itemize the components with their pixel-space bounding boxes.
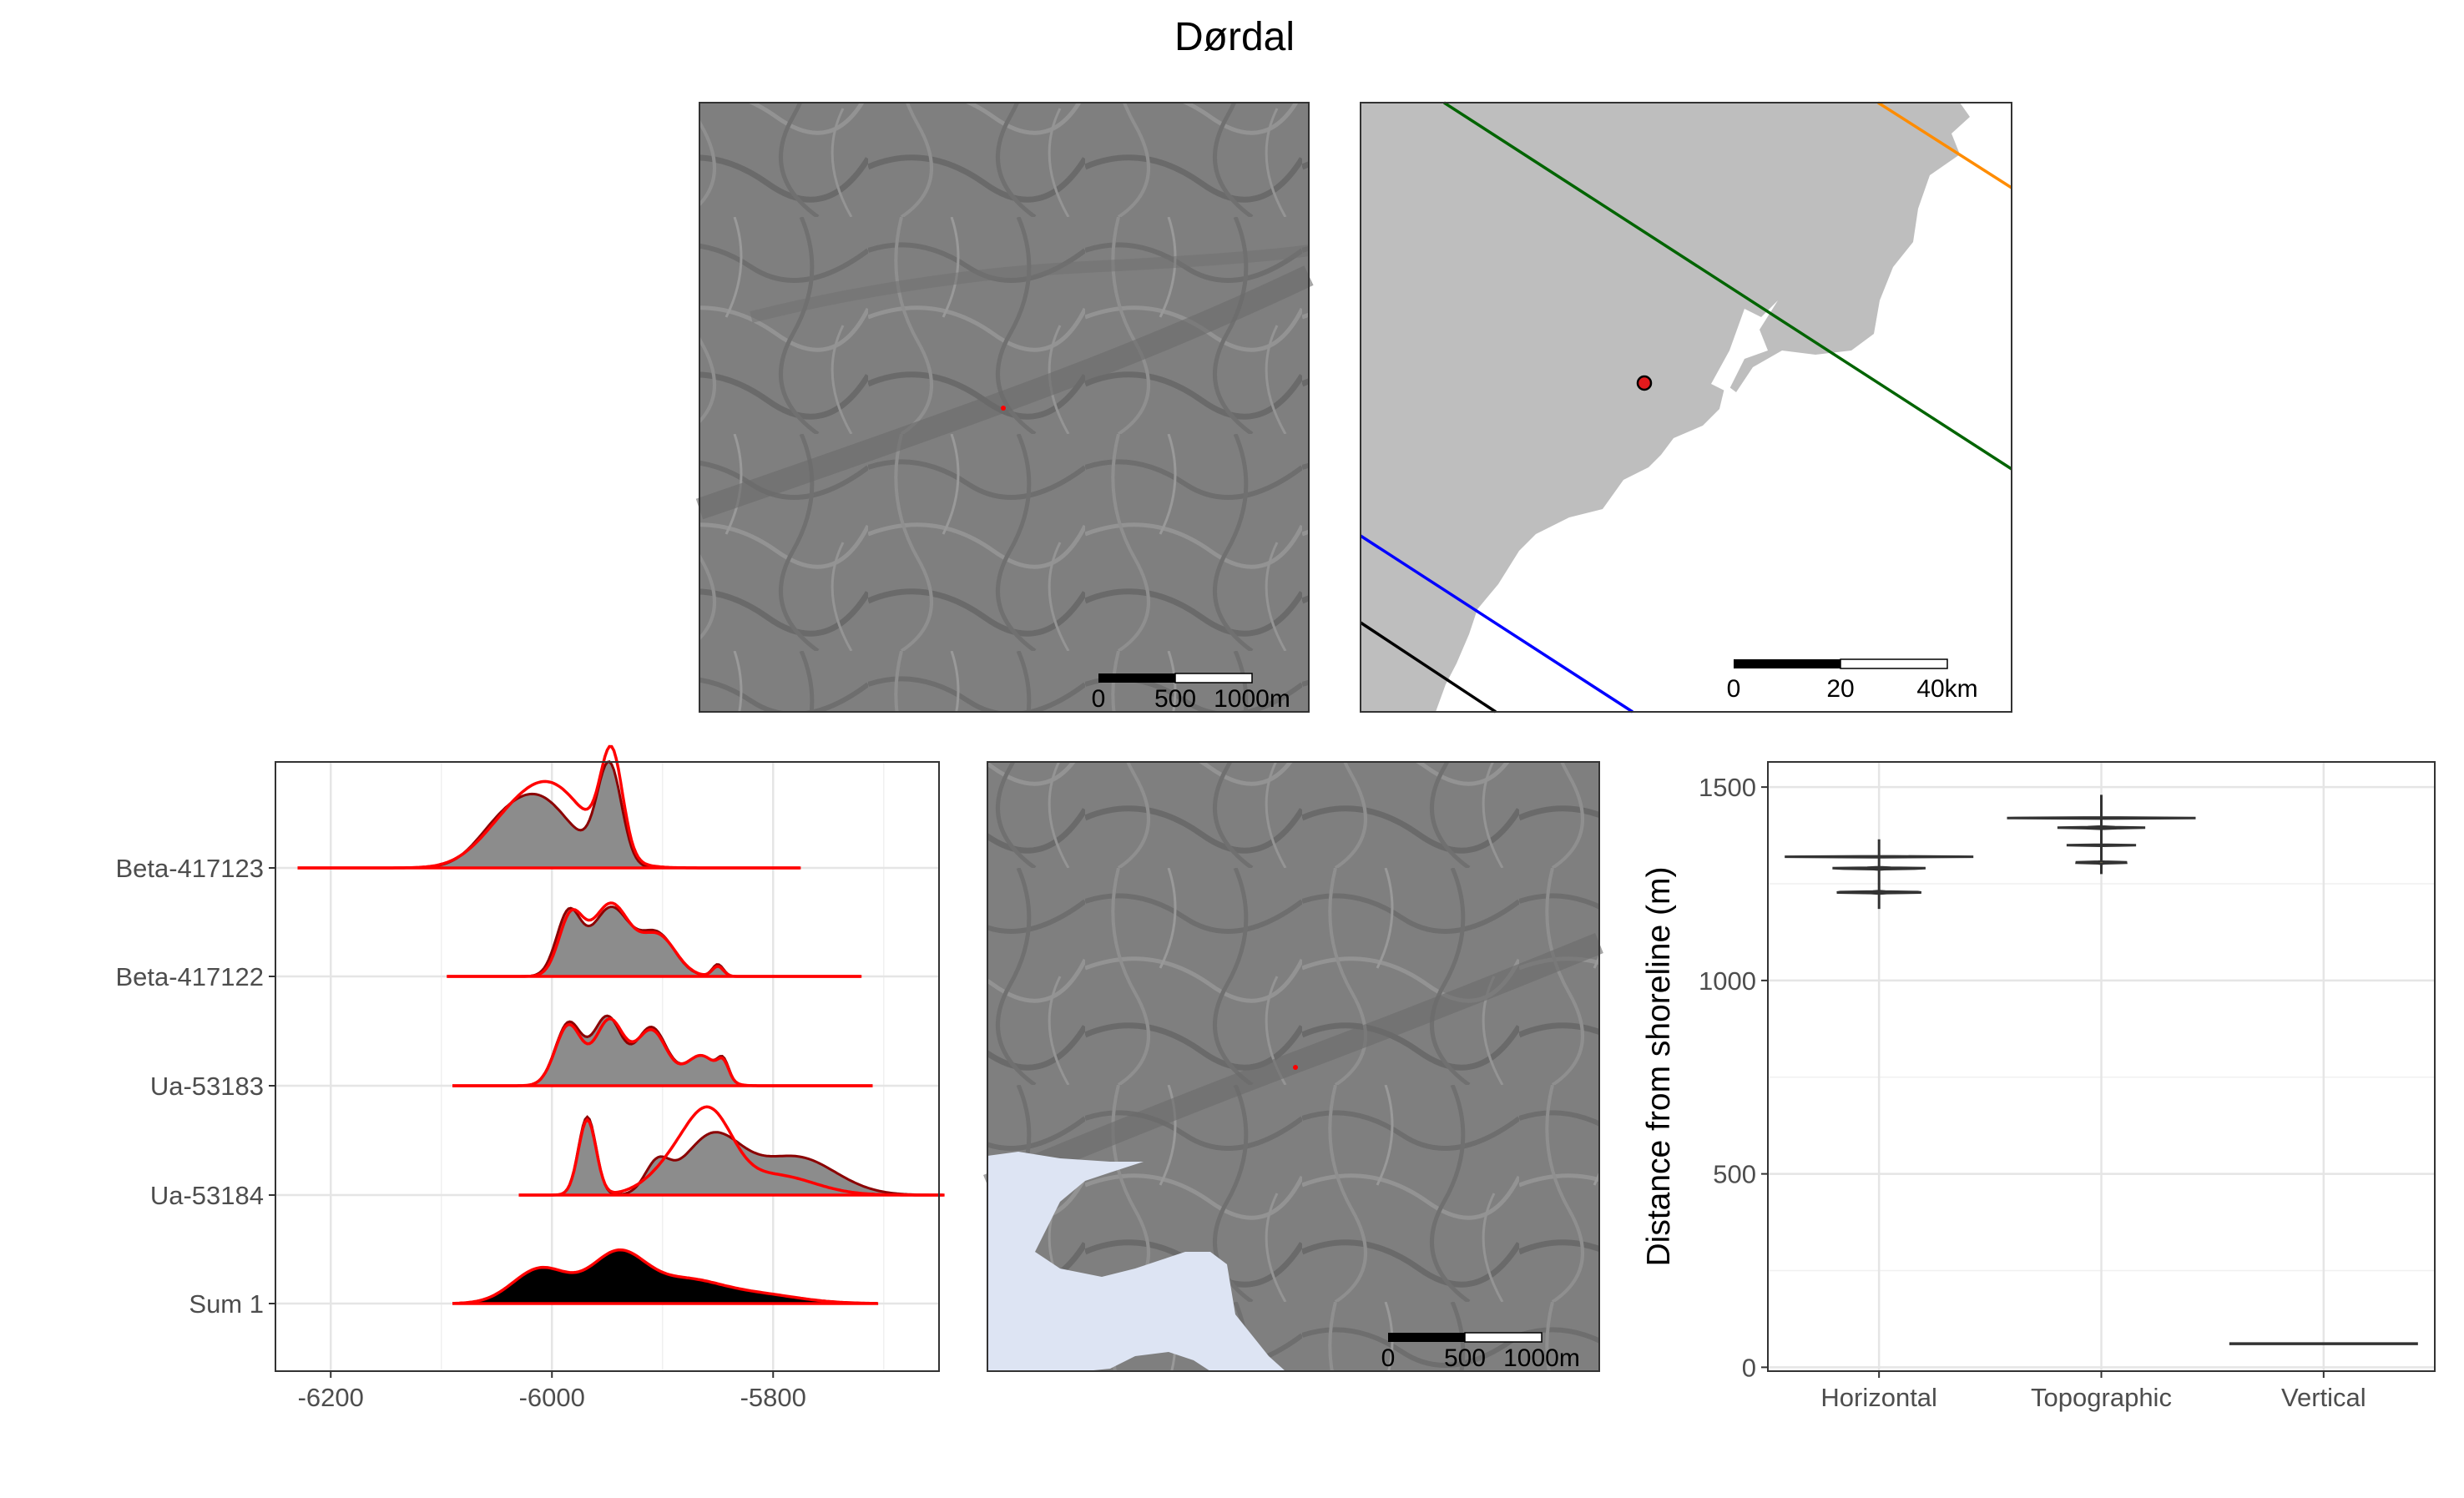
site-marker [1636, 375, 1653, 391]
density-area-ua-53184 [518, 1117, 945, 1195]
valley-line [695, 265, 1314, 520]
density-area-sum-1 [452, 1249, 879, 1304]
y-tick-label: 1000 [1699, 966, 1756, 996]
scale-bar-label-1000: 1000m [1503, 1344, 1580, 1372]
x-tick-label: Vertical [2281, 1383, 2366, 1412]
y-tick-label: 500 [1713, 1160, 1756, 1189]
density-outline-posterior [452, 1248, 877, 1305]
valley-line-2 [750, 245, 1310, 323]
water-body [987, 1152, 1285, 1371]
map-hillshade-bottom: 0 500 1000m [983, 761, 1603, 1372]
ridgeline-panel-border [275, 761, 940, 1372]
x-tick-label: Topographic [2031, 1383, 2172, 1412]
y-tick-label: Beta-417123 [115, 854, 264, 883]
density-area-ua-53183 [452, 1016, 873, 1086]
scale-bar-label-500: 500 [1154, 685, 1196, 713]
overview-scale-bar-white [1840, 658, 1948, 669]
scale-bar-label-0: 0 [1092, 685, 1106, 713]
x-tick-label: -6000 [519, 1383, 585, 1412]
scale-bar-white [1174, 673, 1253, 683]
isobase-line-blue [1360, 534, 1633, 714]
water-body-2 [987, 1218, 1031, 1260]
site-location-marker [1001, 406, 1006, 411]
scale-bar-black [1388, 1333, 1465, 1342]
y-tick-label: Ua-53183 [150, 1072, 264, 1101]
coastal-inlet [1711, 300, 1778, 392]
density-outline-calibrated [518, 1115, 944, 1197]
y-tick-label: Sum 1 [189, 1289, 264, 1319]
y-tick-label: 1500 [1699, 773, 1756, 802]
map-hillshade-bottom-frame [987, 761, 1600, 1372]
overview-scale-bar-black [1734, 659, 1840, 668]
y-tick-label: 0 [1742, 1353, 1756, 1382]
valley-line [983, 932, 1603, 1196]
figure-title: Dørdal [1174, 15, 1295, 59]
isobase-line-orange [1877, 101, 2012, 189]
scale-bar-white [1464, 1332, 1543, 1343]
violin-panel-border [1767, 761, 2436, 1372]
shoreline-distance-violin-chart: 0 500 1000 1500 Horizontal Topographic Vertica… [1641, 761, 2436, 1412]
density-area-beta-417123 [297, 761, 801, 868]
radiocarbon-ridgeline-chart: Beta-417123 Beta-417122 Ua-53183 Ua-53184 Su… [115, 744, 945, 1412]
y-axis-title: Distance from shoreline (m) [1641, 867, 1677, 1267]
scale-bar-label-500: 500 [1444, 1344, 1486, 1372]
violin-topographic [2007, 794, 2196, 875]
map-hillshade-top: 0 500 1000m [695, 102, 1314, 713]
map-hillshade-top-frame [699, 102, 1310, 713]
scale-bar-label-1000: 1000m [1214, 685, 1290, 713]
scale-bar-label-0: 0 [1381, 1344, 1396, 1372]
site-location-marker [1293, 1065, 1298, 1070]
violin-horizontal [1785, 839, 1974, 910]
map-overview-frame [1360, 102, 2012, 713]
map-overview: 0 20 40km [1360, 101, 2012, 714]
x-tick-label: Horizontal [1820, 1383, 1937, 1412]
overview-scale-label-40: 40km [1916, 675, 1977, 703]
y-tick-label: Ua-53184 [150, 1181, 264, 1210]
isobase-line-green [1443, 101, 2012, 471]
overview-scale-label-20: 20 [1826, 675, 1854, 703]
x-tick-label: -6200 [298, 1383, 364, 1412]
y-tick-label: Beta-417122 [115, 962, 264, 991]
isobase-line-black [1360, 621, 1497, 714]
scale-bar-black [1098, 673, 1175, 683]
x-tick-label: -5800 [740, 1383, 806, 1412]
map-overview-land [1361, 103, 1970, 712]
overview-scale-label-0: 0 [1727, 675, 1741, 703]
